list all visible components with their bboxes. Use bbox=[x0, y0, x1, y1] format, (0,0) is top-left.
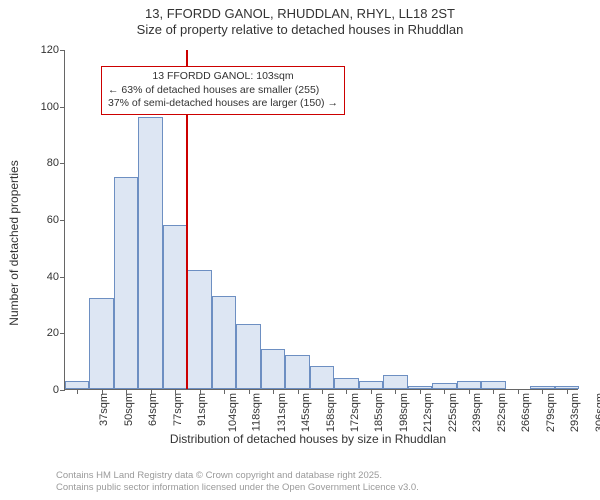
y-tick-mark bbox=[60, 163, 65, 164]
x-axis-label: Distribution of detached houses by size … bbox=[170, 432, 446, 446]
annotation-box: 13 FFORDD GANOL: 103sqm← 63% of detached… bbox=[101, 66, 345, 115]
x-tick-label: 64sqm bbox=[147, 393, 159, 426]
y-tick-label: 40 bbox=[31, 271, 59, 283]
x-tick-label: 212sqm bbox=[423, 393, 435, 432]
x-tick-label: 198sqm bbox=[398, 393, 410, 432]
x-tick-label: 118sqm bbox=[250, 393, 262, 431]
x-tick-label: 172sqm bbox=[349, 393, 361, 432]
x-tick-label: 252sqm bbox=[496, 393, 508, 432]
y-axis-label: Number of detached properties bbox=[7, 160, 21, 325]
x-tick-label: 306sqm bbox=[594, 393, 600, 432]
x-tick-mark bbox=[444, 389, 445, 394]
y-tick-mark bbox=[60, 107, 65, 108]
histogram-bar bbox=[187, 270, 211, 389]
x-tick-label: 145sqm bbox=[300, 393, 312, 432]
x-tick-mark bbox=[371, 389, 372, 394]
annotation-line: 37% of semi-detached houses are larger (… bbox=[108, 97, 338, 111]
histogram-bar bbox=[359, 381, 383, 390]
y-tick-label: 100 bbox=[31, 101, 59, 113]
x-tick-mark bbox=[102, 389, 103, 394]
x-tick-mark bbox=[175, 389, 176, 394]
histogram-bar bbox=[163, 225, 187, 389]
title-line-1: 13, FFORDD GANOL, RHUDDLAN, RHYL, LL18 2… bbox=[0, 6, 600, 22]
y-tick-mark bbox=[60, 333, 65, 334]
x-tick-label: 50sqm bbox=[123, 393, 135, 426]
x-tick-mark bbox=[542, 389, 543, 394]
x-tick-mark bbox=[346, 389, 347, 394]
y-tick-mark bbox=[60, 50, 65, 51]
chart-container: Number of detached properties 0204060801… bbox=[28, 44, 588, 442]
histogram-bar bbox=[261, 349, 285, 389]
x-tick-label: 185sqm bbox=[374, 393, 386, 432]
histogram-bar bbox=[138, 117, 162, 389]
chart-title-block: 13, FFORDD GANOL, RHUDDLAN, RHYL, LL18 2… bbox=[0, 0, 600, 39]
annotation-line: 13 FFORDD GANOL: 103sqm bbox=[108, 70, 338, 84]
x-tick-mark bbox=[420, 389, 421, 394]
histogram-bar bbox=[89, 298, 113, 389]
x-tick-mark bbox=[395, 389, 396, 394]
x-tick-mark bbox=[493, 389, 494, 394]
x-tick-label: 104sqm bbox=[227, 393, 239, 432]
y-tick-label: 20 bbox=[31, 327, 59, 339]
attribution-line-1: Contains HM Land Registry data © Crown c… bbox=[56, 470, 419, 482]
histogram-bar bbox=[481, 381, 505, 390]
x-tick-mark bbox=[273, 389, 274, 394]
x-tick-label: 279sqm bbox=[545, 393, 557, 432]
x-tick-mark bbox=[151, 389, 152, 394]
x-tick-label: 266sqm bbox=[520, 393, 532, 432]
y-tick-mark bbox=[60, 390, 65, 391]
histogram-bar bbox=[212, 296, 236, 390]
histogram-bar bbox=[334, 378, 358, 389]
y-tick-label: 60 bbox=[31, 214, 59, 226]
x-tick-label: 239sqm bbox=[472, 393, 484, 432]
histogram-bar bbox=[457, 381, 481, 390]
x-tick-mark bbox=[322, 389, 323, 394]
y-tick-mark bbox=[60, 220, 65, 221]
x-tick-mark bbox=[126, 389, 127, 394]
x-tick-mark bbox=[298, 389, 299, 394]
histogram-bar bbox=[65, 381, 89, 390]
x-tick-mark bbox=[249, 389, 250, 394]
x-tick-label: 158sqm bbox=[325, 393, 337, 432]
histogram-bar bbox=[114, 177, 138, 390]
x-tick-mark bbox=[469, 389, 470, 394]
attribution-line-2: Contains public sector information licen… bbox=[56, 482, 419, 494]
y-tick-label: 80 bbox=[31, 157, 59, 169]
y-tick-label: 120 bbox=[31, 44, 59, 56]
histogram-bar bbox=[285, 355, 309, 389]
attribution-text: Contains HM Land Registry data © Crown c… bbox=[56, 470, 419, 494]
x-tick-label: 293sqm bbox=[569, 393, 581, 432]
annotation-line: ← 63% of detached houses are smaller (25… bbox=[108, 84, 338, 98]
x-tick-mark bbox=[200, 389, 201, 394]
y-tick-mark bbox=[60, 277, 65, 278]
title-line-2: Size of property relative to detached ho… bbox=[0, 22, 600, 38]
histogram-bar bbox=[236, 324, 260, 389]
histogram-bar bbox=[310, 366, 334, 389]
x-tick-label: 77sqm bbox=[172, 393, 184, 426]
histogram-bar bbox=[383, 375, 407, 389]
x-tick-label: 91sqm bbox=[196, 393, 208, 426]
x-tick-mark bbox=[518, 389, 519, 394]
x-tick-label: 225sqm bbox=[447, 393, 459, 432]
y-tick-label: 0 bbox=[31, 384, 59, 396]
plot-area: 02040608010012037sqm50sqm64sqm77sqm91sqm… bbox=[64, 50, 578, 390]
x-tick-mark bbox=[77, 389, 78, 394]
x-tick-mark bbox=[224, 389, 225, 394]
x-tick-label: 37sqm bbox=[98, 393, 110, 426]
x-tick-mark bbox=[567, 389, 568, 394]
x-tick-label: 131sqm bbox=[276, 393, 288, 432]
